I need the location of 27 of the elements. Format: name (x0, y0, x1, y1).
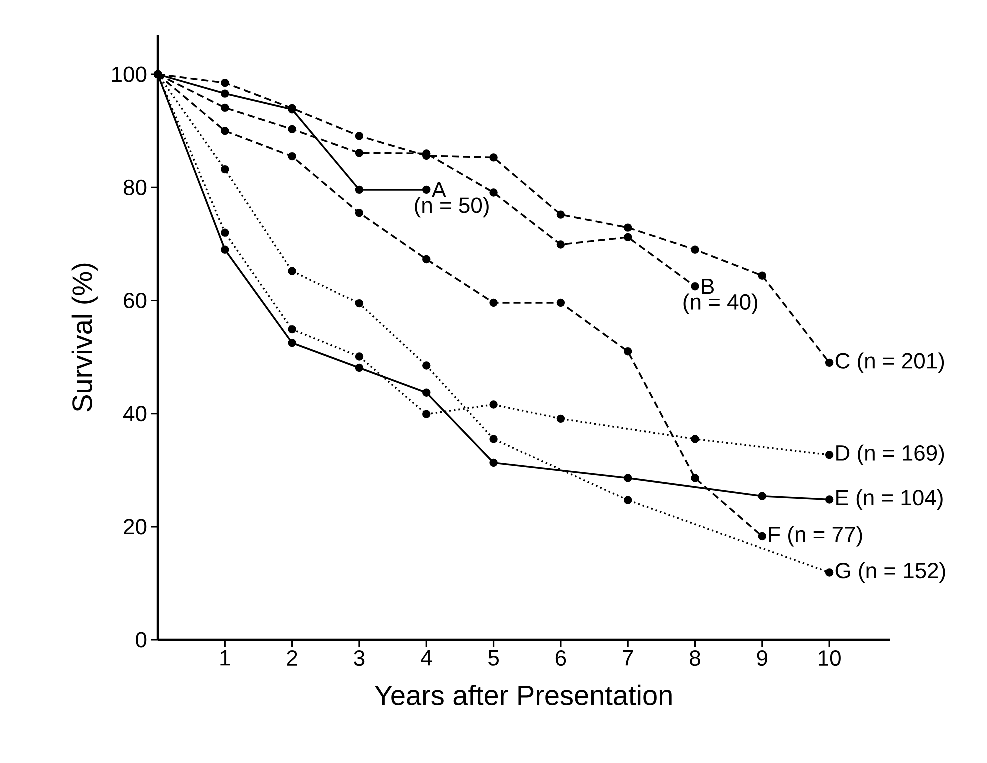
series-label: F (n = 77) (769, 526, 862, 547)
y-tick-label: 0 (136, 632, 147, 648)
y-tick-label: 40 (124, 406, 147, 422)
x-tick-label: 8 (690, 650, 700, 666)
series-label: A (432, 182, 446, 198)
y-tick-label: 60 (124, 292, 147, 309)
series-label: C (n = 201) (836, 352, 944, 374)
y-tick-label: 20 (124, 519, 147, 535)
x-tick-label: 5 (488, 650, 499, 666)
x-tick-label: 1 (220, 650, 230, 666)
x-tick-label: 4 (421, 650, 432, 666)
x-tick-label: 7 (623, 650, 634, 666)
x-tick-label: 2 (287, 650, 298, 666)
annotation: (n = 50) (415, 197, 489, 218)
x-tick-label: 3 (354, 650, 365, 666)
series-label: G (n = 152) (836, 562, 946, 583)
x-tick-label: 10 (819, 650, 841, 666)
x-tick-label: 9 (757, 650, 768, 666)
annotation: (n = 40) (684, 294, 758, 314)
series-label: D (n = 169) (836, 444, 944, 466)
series-label: B (702, 279, 714, 294)
x-tick-label: 6 (556, 650, 566, 666)
y-axis-title: Survival (%) (72, 264, 98, 412)
x-axis-title: Years after Presentation (374, 684, 672, 706)
y-tick-label: 80 (124, 180, 147, 196)
y-tick-label: 100 (112, 66, 147, 82)
series-label: E (n = 104) (836, 490, 943, 510)
